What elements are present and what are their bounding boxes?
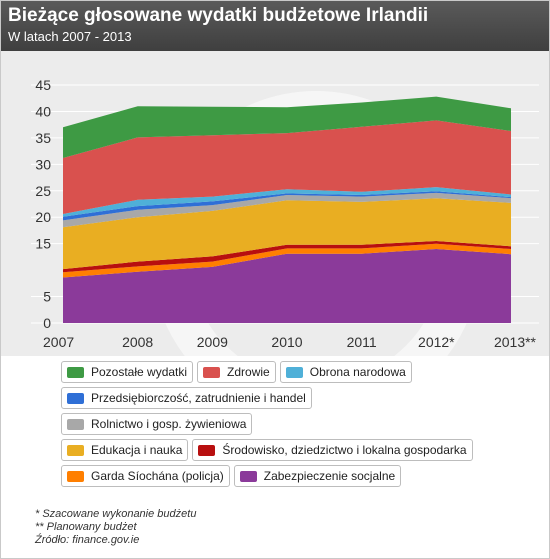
legend-label: Rolnictwo i gosp. żywieniowa <box>91 417 247 431</box>
chart-title: Bieżące głosowane wydatki budżetowe Irla… <box>8 5 429 26</box>
legend-swatch <box>285 366 303 378</box>
x-tick-label: 2011 <box>347 334 377 350</box>
y-tick-label: 30 <box>35 156 51 172</box>
y-tick-label: 5 <box>43 289 51 305</box>
legend-label: Garda Síochána (policja) <box>91 469 224 483</box>
footnote-estimated: * Szacowane wykonanie budżetu <box>35 508 197 520</box>
y-tick-label: 25 <box>35 183 51 199</box>
footnotes: * Szacowane wykonanie budżetu ** Planowa… <box>35 508 196 547</box>
area-series <box>63 187 511 217</box>
x-tick-label: 2009 <box>197 334 228 350</box>
legend-label: Zabezpieczenie socjalne <box>263 469 396 483</box>
legend-item: Zabezpieczenie socjalne <box>233 465 402 487</box>
y-tick-label: 15 <box>35 236 51 252</box>
legend-label: Zdrowie <box>227 365 270 379</box>
legend-row: Garda Síochána (policja) Zabezpieczenie s… <box>61 463 531 489</box>
legend-row: Edukacja i nauka Środowisko, dziedzictwo … <box>61 437 531 463</box>
x-tick-label: 2008 <box>122 334 153 350</box>
area-series <box>63 192 511 228</box>
legend-swatch <box>67 418 84 430</box>
y-tick-label: 0 <box>43 315 51 331</box>
legend-swatch <box>67 392 84 404</box>
area-series <box>63 241 511 273</box>
legend-item: Obrona narodowa <box>279 361 412 383</box>
area-series <box>63 120 511 214</box>
legend-label: Pozostałe wydatki <box>91 365 188 379</box>
legend-swatch <box>67 470 84 482</box>
legend-label: Środowisko, dziedzictwo i lokalna gospod… <box>222 443 467 457</box>
y-tick-label: 40 <box>35 103 51 119</box>
legend-item: Pozostałe wydatki <box>61 361 194 383</box>
chart-legend: Pozostałe wydatki Zdrowie Obrona narodowa P… <box>61 359 531 489</box>
legend-swatch <box>67 366 84 378</box>
footnote-source: Źródło: finance.gov.ie <box>35 534 140 546</box>
legend-item: Zdrowie <box>197 361 276 383</box>
area-series <box>63 243 511 278</box>
legend-row: Przedsiębiorczość, zatrudnienie i handel <box>61 385 531 411</box>
legend-item: Edukacja i nauka <box>61 439 189 461</box>
legend-label: Przedsiębiorczość, zatrudnienie i handel <box>91 391 306 405</box>
legend-label: Obrona narodowa <box>309 365 406 379</box>
legend-swatch <box>239 470 257 482</box>
legend-item: Rolnictwo i gosp. żywieniowa <box>61 413 253 435</box>
legend-label: Edukacja i nauka <box>91 443 183 457</box>
y-tick-label: 45 <box>35 77 51 93</box>
x-tick-label: 2013** <box>494 334 537 350</box>
chart-subtitle: W latach 2007 - 2013 <box>8 29 132 44</box>
area-series <box>63 249 511 323</box>
area-series <box>63 198 511 270</box>
legend-row: Pozostałe wydatki Zdrowie Obrona narodowa <box>61 359 531 385</box>
x-tick-label: 2010 <box>271 334 302 350</box>
legend-swatch <box>203 366 221 378</box>
area-series <box>63 96 511 158</box>
area-series <box>63 191 511 221</box>
footnote-planned: ** Planowany budżet <box>35 521 137 533</box>
x-tick-label: 2007 <box>43 334 74 350</box>
legend-swatch <box>198 444 216 456</box>
y-tick-label: 35 <box>35 130 51 146</box>
legend-item: Środowisko, dziedzictwo i lokalna gospod… <box>192 439 473 461</box>
y-tick-label: 20 <box>35 209 51 225</box>
legend-row: Rolnictwo i gosp. żywieniowa <box>61 411 531 437</box>
legend-item: Garda Síochána (policja) <box>61 465 230 487</box>
header-bar: Bieżące głosowane wydatki budżetowe Irla… <box>1 1 549 51</box>
x-tick-label: 2012* <box>418 334 455 350</box>
legend-item: Przedsiębiorczość, zatrudnienie i handel <box>61 387 312 409</box>
legend-swatch <box>67 444 84 456</box>
stacked-area-chart: 0 5 15 20 25 30 35 40 45 2007 2008 2009 2010 2011 2012… <box>31 77 539 350</box>
